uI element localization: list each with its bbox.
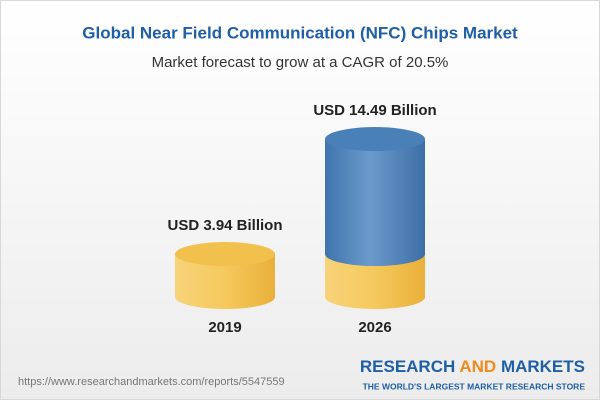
- cylinder-body: [325, 139, 425, 255]
- value-label: USD 14.49 Billion: [313, 102, 436, 119]
- cylinder-bottom: [325, 285, 425, 309]
- brand-tagline: THE WORLD'S LARGEST MARKET RESEARCH STOR…: [363, 381, 586, 391]
- brand-part: RESEARCH: [360, 357, 455, 376]
- cylinder-top: [175, 242, 275, 267]
- category-label: 2019: [208, 319, 241, 336]
- brand: RESEARCH AND MARKETS: [360, 357, 585, 376]
- chart-subtitle: Market forecast to grow at a CAGR of 20.…: [152, 54, 449, 71]
- cylinder-seam: [325, 242, 425, 267]
- source-url: https://www.researchandmarkets.com/repor…: [18, 376, 285, 388]
- category-label: 2026: [358, 319, 391, 336]
- value-label: USD 3.94 Billion: [167, 217, 282, 234]
- cylinder-top: [325, 127, 425, 152]
- cylinder-bottom: [175, 285, 275, 309]
- brand-part: AND: [459, 357, 496, 376]
- chart-title: Global Near Field Communication (NFC) Ch…: [82, 23, 518, 42]
- brand-part: MARKETS: [501, 357, 585, 376]
